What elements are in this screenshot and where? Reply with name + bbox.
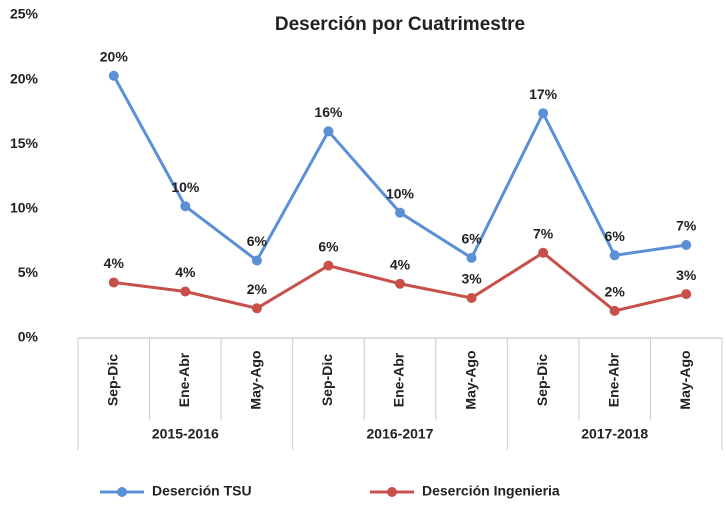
legend-label: Deserción TSU: [152, 483, 252, 499]
data-label: 3%: [676, 267, 697, 283]
data-point: [395, 278, 405, 289]
data-label: 10%: [171, 179, 200, 195]
data-point: [609, 305, 620, 316]
legend-marker: [387, 487, 397, 497]
y-tick-label: 5%: [18, 264, 39, 280]
data-label: 2%: [605, 284, 626, 300]
data-point: [180, 201, 191, 212]
data-point: [323, 260, 334, 271]
data-point: [251, 255, 262, 266]
data-label: 7%: [676, 218, 697, 234]
data-point: [323, 126, 334, 137]
data-point: [251, 303, 262, 314]
data-label: 4%: [104, 255, 125, 271]
y-tick-label: 25%: [10, 6, 39, 22]
data-label: 6%: [461, 231, 482, 247]
x-tick-label: Ene-Abr: [391, 352, 407, 407]
y-tick-label: 15%: [10, 135, 39, 151]
chart-title: Deserción por Cuatrimestre: [275, 14, 525, 35]
y-tick-label: 20%: [10, 70, 39, 86]
x-tick-label: May-Ago: [677, 350, 693, 409]
x-tick-label: Ene-Abr: [605, 352, 621, 407]
data-label: 6%: [605, 228, 626, 244]
data-label: 6%: [318, 238, 339, 254]
data-point: [180, 286, 191, 297]
data-point: [466, 292, 477, 303]
x-tick-label: Sep-Dic: [319, 354, 335, 406]
group-label: 2016-2017: [367, 426, 434, 442]
data-point: [108, 277, 119, 288]
group-label: 2017-2018: [581, 426, 648, 442]
data-label: 4%: [175, 264, 196, 280]
legend-label: Deserción Ingenieria: [422, 483, 560, 499]
series-line: [112, 75, 687, 263]
data-label: 20%: [100, 48, 129, 64]
data-point: [395, 207, 405, 218]
x-tick-label: May-Ago: [248, 350, 264, 409]
data-point: [681, 239, 692, 250]
data-label: 17%: [529, 86, 558, 102]
group-label: 2015-2016: [152, 426, 219, 442]
data-point: [538, 108, 549, 119]
data-label: 6%: [247, 233, 268, 249]
data-label: 10%: [386, 185, 415, 201]
x-tick-label: May-Ago: [462, 350, 478, 409]
data-point: [609, 250, 620, 261]
x-tick-label: Sep-Dic: [104, 354, 120, 406]
data-label: 16%: [314, 104, 343, 120]
data-point: [466, 252, 477, 263]
data-label: 4%: [390, 256, 411, 272]
data-point: [681, 289, 692, 300]
x-tick-label: Ene-Abr: [176, 352, 192, 407]
data-point: [108, 70, 119, 81]
data-label: 7%: [533, 225, 554, 241]
data-point: [538, 247, 549, 258]
data-label: 2%: [247, 281, 268, 297]
legend-marker: [117, 487, 127, 497]
y-tick-label: 0%: [18, 329, 39, 345]
data-label: 3%: [461, 271, 482, 287]
x-tick-label: Sep-Dic: [534, 354, 550, 406]
y-tick-label: 10%: [10, 200, 39, 216]
